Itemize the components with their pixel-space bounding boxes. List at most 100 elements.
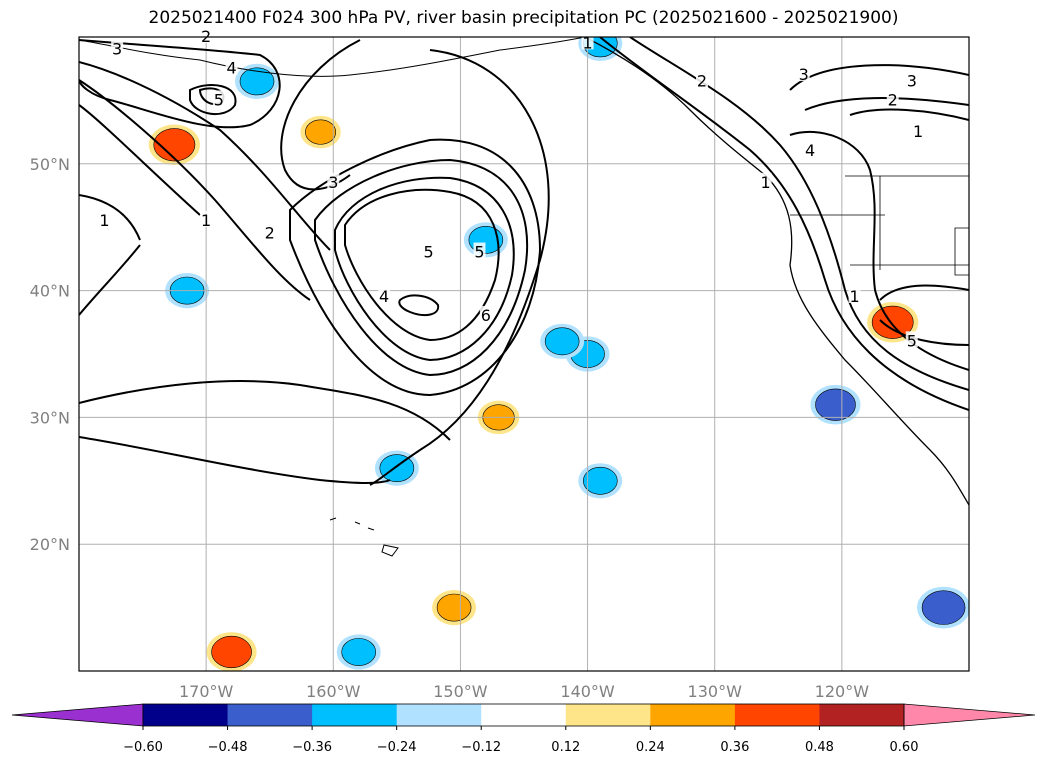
precip-region — [379, 454, 415, 483]
x-tick-label: 150°W — [433, 682, 488, 701]
precip-region — [239, 67, 275, 96]
contour-label-bg — [797, 65, 810, 82]
contour-label: 2 — [888, 90, 898, 109]
contour-line — [344, 188, 500, 342]
y-axis-ticks: 50°N 40°N 30°N 20°N — [30, 155, 70, 554]
x-tick-label: 170°W — [179, 682, 234, 701]
colorbar-segment — [312, 704, 398, 726]
contour-label: 5 — [907, 331, 917, 350]
precip-region — [582, 466, 618, 495]
contour-line — [334, 176, 515, 362]
contour-label: 1 — [582, 33, 592, 52]
contour-line — [879, 284, 969, 301]
precip-core — [221, 644, 242, 660]
contour-label-bg — [422, 242, 435, 259]
contour-line — [599, 37, 969, 411]
pv-contours — [79, 37, 969, 486]
contour-line — [369, 49, 550, 486]
x-tick-label: 120°W — [815, 682, 870, 701]
colorbar-segment — [227, 704, 313, 726]
contour-line — [79, 194, 141, 241]
contour-line — [879, 319, 969, 346]
contour-label: 4 — [805, 141, 815, 160]
colorbar-tick-label: 0.36 — [720, 740, 749, 755]
contour-line — [189, 84, 237, 116]
contour-label: 4 — [379, 287, 389, 306]
contour-line — [280, 39, 361, 191]
colorbar-tick-label: −0.36 — [292, 740, 332, 755]
precip-fill-layer — [148, 37, 969, 671]
contour-label-bg — [98, 210, 111, 227]
colorbar-extend-high — [903, 703, 1036, 727]
precip-region — [341, 638, 377, 666]
contour-label-bg — [473, 242, 486, 259]
precip-region — [544, 327, 580, 356]
contour-label-bg — [905, 71, 918, 88]
contour-label: 2 — [265, 224, 275, 243]
colorbar-tick-label: −0.12 — [461, 740, 501, 755]
contour-label-bg — [759, 172, 772, 189]
gridlines — [79, 37, 969, 671]
colorbar-tick-label: −0.48 — [208, 740, 248, 755]
contour-label-bg — [111, 39, 124, 56]
contour-label-bg — [912, 122, 925, 139]
contour-label-bg — [200, 210, 213, 227]
map-frame — [78, 36, 970, 672]
colorbar-segment — [143, 704, 229, 726]
contour-line — [289, 138, 542, 397]
y-tick-label: 50°N — [30, 155, 70, 174]
chart-title: 2025021400 F024 300 hPa PV, river basin … — [148, 8, 899, 28]
x-axis-ticks: 170°W 160°W 150°W 140°W 130°W 120°W — [179, 682, 869, 701]
precip-core — [932, 599, 955, 616]
colorbar-tick-label: −0.24 — [377, 740, 417, 755]
coastline-north-america — [584, 37, 969, 506]
contour-line — [314, 158, 529, 377]
contour-label: 1 — [913, 122, 923, 141]
colorbar-segment — [396, 704, 482, 726]
contour-line — [79, 244, 141, 316]
colorbar-tick-label: 0.60 — [890, 740, 919, 755]
contour-line — [79, 61, 331, 251]
colorbar-segment — [565, 704, 651, 726]
contour-label-bg — [804, 141, 817, 158]
precip-core — [164, 137, 185, 153]
colorbar-tick-label: 0.48 — [805, 740, 834, 755]
contour-label-bg — [263, 223, 276, 240]
y-tick-label: 30°N — [30, 408, 70, 427]
contour-label: 1 — [760, 173, 770, 192]
colorbar-segment — [481, 704, 567, 726]
contour-line — [79, 39, 281, 129]
state-borders — [790, 175, 969, 276]
colorbar-tick-label: 0.12 — [551, 740, 580, 755]
precip-core — [825, 397, 846, 412]
contour-label-bg — [696, 71, 708, 88]
contour-label: 5 — [214, 90, 224, 109]
contour-label-bg — [848, 286, 861, 303]
precip-region — [305, 119, 337, 145]
coastlines — [79, 37, 969, 557]
contour-line — [849, 108, 969, 121]
contour-label: 1 — [849, 287, 859, 306]
contour-label: 4 — [226, 59, 236, 78]
contour-line — [79, 104, 201, 216]
colorbar-tick-label: −0.60 — [123, 740, 163, 755]
contour-line — [789, 64, 969, 91]
coastline-alaska — [79, 37, 586, 77]
colorbar-frame — [142, 703, 905, 727]
contour-label: 5 — [424, 243, 434, 262]
colorbar-segment — [819, 704, 905, 726]
hawaii-islands — [329, 517, 399, 557]
contour-label: 3 — [112, 40, 122, 59]
colorbar-segment — [650, 704, 736, 726]
contour-label: 3 — [907, 71, 917, 90]
contour-label-bg — [225, 58, 238, 75]
contour-label-bg — [479, 305, 492, 322]
contour-line — [79, 79, 311, 301]
contour-label: 3 — [799, 65, 809, 84]
contour-label: 2 — [697, 71, 707, 90]
colorbar-tick-label: 0.24 — [636, 740, 665, 755]
contour-label: 3 — [328, 173, 338, 192]
colorbar-extend-low — [11, 703, 144, 727]
contour-label-bg — [905, 331, 918, 348]
